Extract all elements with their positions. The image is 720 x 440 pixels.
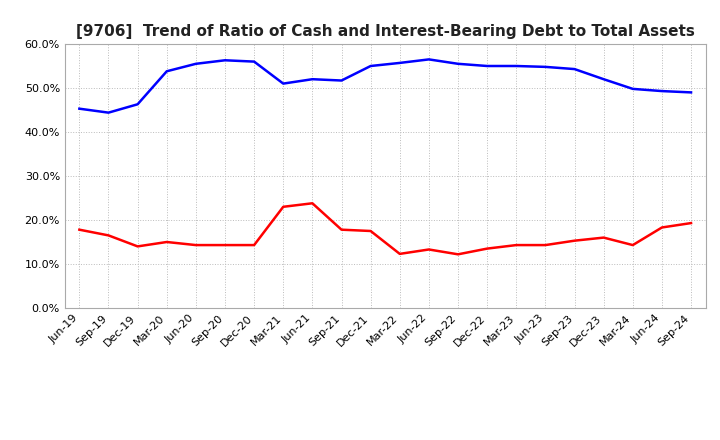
Title: [9706]  Trend of Ratio of Cash and Interest-Bearing Debt to Total Assets: [9706] Trend of Ratio of Cash and Intere… bbox=[76, 24, 695, 39]
Interest-Bearing Debt bbox=[163, 69, 171, 74]
Cash bbox=[657, 225, 666, 230]
Cash bbox=[250, 242, 258, 248]
Interest-Bearing Debt bbox=[570, 66, 579, 72]
Line: Interest-Bearing Debt: Interest-Bearing Debt bbox=[79, 59, 691, 113]
Interest-Bearing Debt bbox=[279, 81, 287, 86]
Interest-Bearing Debt bbox=[687, 90, 696, 95]
Cash bbox=[687, 220, 696, 226]
Cash bbox=[192, 242, 200, 248]
Interest-Bearing Debt bbox=[308, 77, 317, 82]
Cash bbox=[279, 204, 287, 209]
Interest-Bearing Debt bbox=[395, 60, 404, 66]
Interest-Bearing Debt bbox=[133, 102, 142, 107]
Cash bbox=[570, 238, 579, 243]
Cash bbox=[454, 252, 462, 257]
Interest-Bearing Debt bbox=[599, 77, 608, 82]
Cash bbox=[395, 251, 404, 257]
Cash bbox=[308, 201, 317, 206]
Interest-Bearing Debt bbox=[483, 63, 492, 69]
Interest-Bearing Debt bbox=[220, 58, 229, 63]
Interest-Bearing Debt bbox=[75, 106, 84, 111]
Cash bbox=[133, 244, 142, 249]
Interest-Bearing Debt bbox=[454, 61, 462, 66]
Cash bbox=[425, 247, 433, 252]
Line: Cash: Cash bbox=[79, 203, 691, 254]
Interest-Bearing Debt bbox=[541, 64, 550, 70]
Interest-Bearing Debt bbox=[425, 57, 433, 62]
Interest-Bearing Debt bbox=[337, 78, 346, 83]
Cash bbox=[75, 227, 84, 232]
Interest-Bearing Debt bbox=[192, 61, 200, 66]
Cash bbox=[512, 242, 521, 248]
Interest-Bearing Debt bbox=[250, 59, 258, 64]
Interest-Bearing Debt bbox=[657, 88, 666, 94]
Cash bbox=[599, 235, 608, 240]
Cash bbox=[483, 246, 492, 251]
Interest-Bearing Debt bbox=[629, 86, 637, 92]
Cash bbox=[104, 233, 113, 238]
Cash bbox=[163, 239, 171, 245]
Interest-Bearing Debt bbox=[366, 63, 375, 69]
Interest-Bearing Debt bbox=[104, 110, 113, 115]
Cash bbox=[337, 227, 346, 232]
Interest-Bearing Debt bbox=[512, 63, 521, 69]
Cash bbox=[366, 228, 375, 234]
Cash bbox=[629, 242, 637, 248]
Cash bbox=[541, 242, 550, 248]
Cash bbox=[220, 242, 229, 248]
